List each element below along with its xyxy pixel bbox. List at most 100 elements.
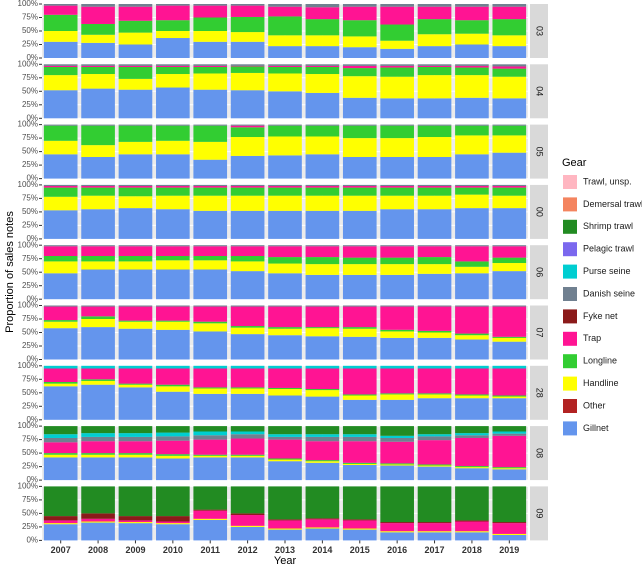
bar-segment — [492, 398, 527, 420]
bar-segment — [417, 305, 452, 307]
bar-segment — [156, 524, 190, 541]
bar-segment — [268, 91, 302, 119]
bar-segment — [193, 331, 228, 360]
bar-segment — [81, 261, 115, 270]
bar-segment — [492, 431, 527, 434]
bar-segment — [81, 426, 115, 434]
bar-segment — [193, 210, 228, 239]
bar-segment — [193, 509, 228, 511]
bar-segment — [43, 5, 78, 15]
bar-segment — [81, 518, 115, 522]
bar-segment — [43, 426, 78, 435]
bar-segment — [305, 368, 340, 390]
bar-segment — [230, 184, 265, 186]
y-tick-label: 0% — [26, 355, 38, 364]
bar-segment — [305, 365, 340, 369]
x-tick-label: 2017 — [425, 545, 445, 555]
bar-segment — [380, 532, 414, 541]
bar-segment — [380, 125, 414, 139]
bar-segment — [455, 208, 489, 239]
bar-segment — [380, 393, 414, 395]
bar-segment — [417, 245, 452, 247]
bar-segment — [455, 305, 489, 307]
bar-segment — [380, 65, 414, 68]
bar-segment — [455, 395, 489, 399]
bar-segment — [417, 522, 452, 524]
bar-segment — [268, 35, 302, 47]
bar-segment — [81, 433, 115, 437]
bar-segment — [230, 137, 265, 156]
legend-label: Fyke net — [583, 311, 618, 321]
bar-segment — [81, 125, 115, 146]
bar-segment — [230, 90, 265, 119]
bar-segment — [156, 74, 190, 88]
facet-label: 28 — [535, 388, 545, 398]
bar-segment — [268, 16, 302, 36]
y-tick-label: 75% — [22, 254, 38, 263]
bar-segment — [492, 257, 527, 264]
bar-segment — [43, 185, 78, 188]
y-tick-label: 50% — [22, 328, 38, 337]
bar-segment — [118, 124, 153, 126]
bar-segment — [156, 386, 190, 392]
bar-segment — [268, 520, 302, 529]
legend-label: Purse seine — [583, 266, 631, 276]
bar-segment — [193, 125, 228, 142]
bar-segment — [380, 264, 414, 275]
bar-segment — [380, 187, 414, 196]
bar-segment — [380, 426, 414, 436]
bar-segment — [305, 274, 340, 300]
bar-segment — [417, 4, 452, 7]
bar-segment — [342, 157, 377, 179]
bar-segment — [492, 522, 527, 524]
bar-segment — [230, 326, 265, 328]
bar-segment — [492, 135, 527, 153]
bar-segment — [81, 124, 115, 126]
bar-segment — [268, 155, 302, 179]
bar-segment — [417, 46, 452, 58]
y-tick-label: 0% — [26, 294, 38, 303]
bar-segment — [455, 33, 489, 45]
bar-segment — [305, 92, 340, 119]
bar-segment — [118, 245, 153, 247]
x-tick-label: 2013 — [275, 545, 295, 555]
legend-label: Demersal trawl — [583, 199, 642, 209]
bar-segment — [118, 320, 153, 322]
facet-strip — [530, 4, 548, 58]
y-tick-label: 25% — [22, 160, 38, 169]
bar-segment — [417, 398, 452, 420]
y-tick-label: 25% — [22, 100, 38, 109]
facet-strip — [530, 426, 548, 481]
bar-segment — [156, 440, 190, 455]
bar-segment — [492, 208, 527, 239]
bar-segment — [193, 65, 228, 67]
bar-segment — [417, 75, 452, 99]
bar-segment — [156, 187, 190, 196]
bar-segment — [380, 523, 414, 532]
bar-segment — [118, 457, 153, 481]
bar-segment — [156, 4, 190, 6]
bar-segment — [230, 438, 265, 455]
bar-segment — [268, 306, 302, 328]
bar-segment — [118, 269, 153, 300]
bar-segment — [417, 466, 452, 481]
bar-segment — [305, 327, 340, 329]
bar-segment — [268, 6, 302, 17]
bar-segment — [268, 125, 302, 137]
bar-segment — [492, 523, 527, 534]
bar-segment — [342, 97, 377, 119]
bar-segment — [342, 47, 377, 58]
bar-segment — [380, 257, 414, 265]
bar-segment — [193, 305, 228, 307]
bar-segment — [118, 67, 153, 79]
bar-segment — [156, 246, 190, 256]
bar-segment — [455, 521, 489, 532]
bar-segment — [193, 260, 228, 270]
bar-segment — [118, 125, 153, 142]
bar-segment — [230, 256, 265, 262]
bar-segment — [81, 67, 115, 75]
bar-segment — [118, 187, 153, 197]
bar-segment — [118, 520, 153, 523]
bar-segment — [193, 5, 228, 18]
bar-segment — [380, 98, 414, 119]
